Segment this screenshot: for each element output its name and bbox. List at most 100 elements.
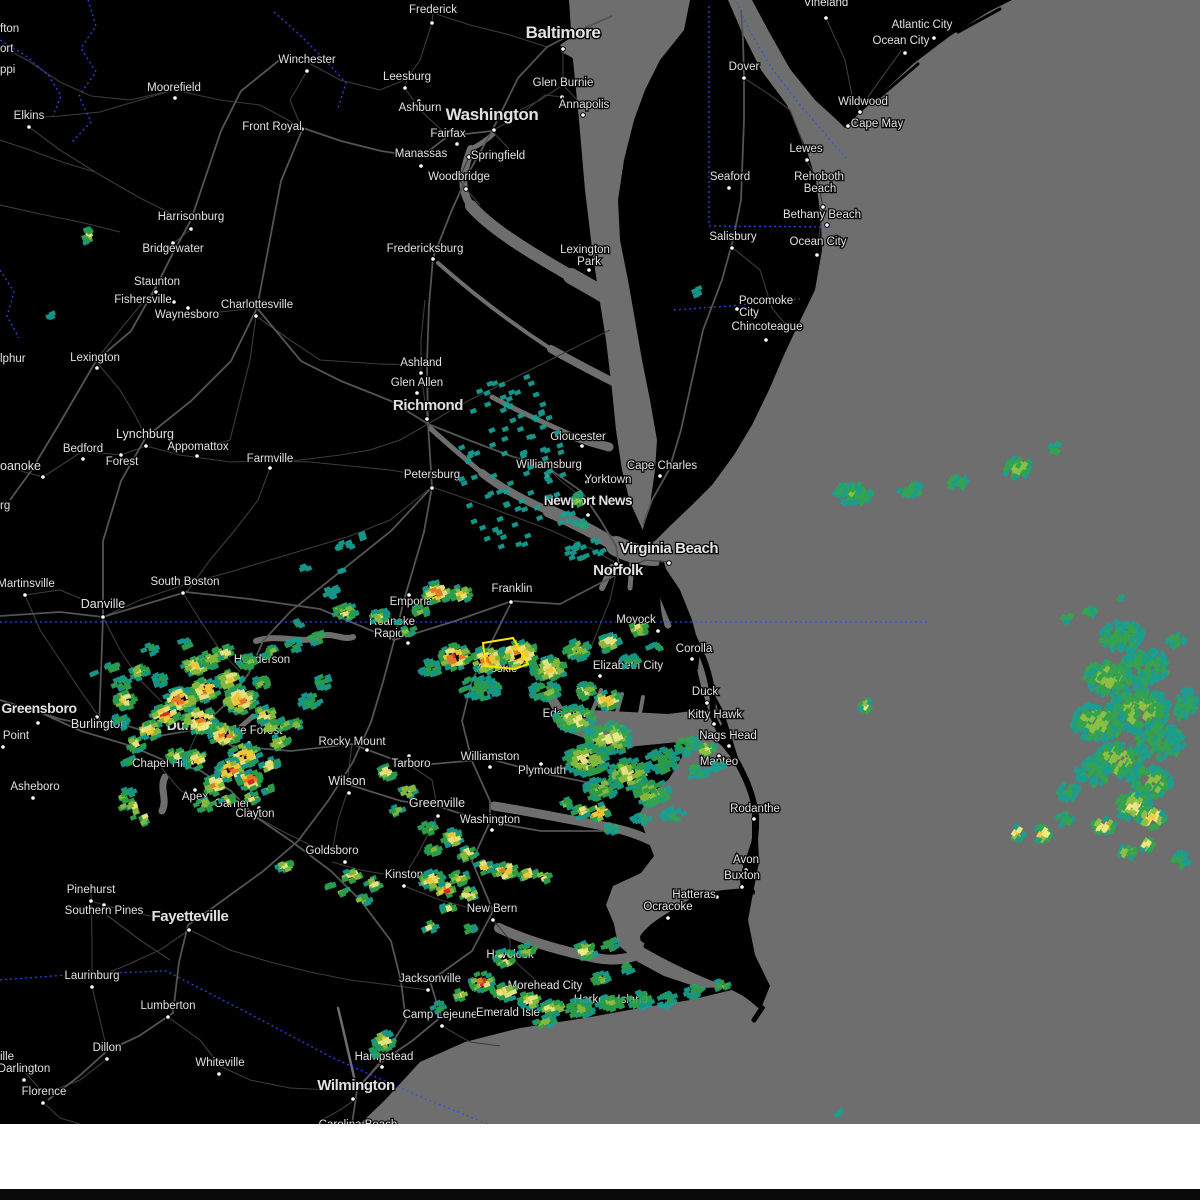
radar-cell <box>620 731 629 738</box>
city-dot <box>153 289 159 295</box>
radar-cell <box>466 452 474 460</box>
highway <box>47 46 548 1101</box>
highway <box>427 423 620 566</box>
city-dot <box>466 154 472 160</box>
road <box>173 89 304 129</box>
barrier-island <box>640 889 755 940</box>
city-label: Glen Burnie <box>533 77 594 89</box>
city-label: ppi <box>0 64 15 76</box>
city-dot <box>439 1023 445 1029</box>
radar-cell <box>235 659 243 666</box>
radar-cell <box>606 725 614 732</box>
radar-cell <box>554 691 562 699</box>
radar-cell <box>190 668 198 676</box>
radar-cell <box>311 630 319 638</box>
radar-cell <box>582 707 590 714</box>
city-label: Cape May <box>851 118 904 130</box>
city-label: Petersburg <box>404 469 460 481</box>
radar-cell <box>695 285 703 292</box>
city-label: Darlington <box>0 1063 50 1075</box>
city-dot <box>188 226 194 232</box>
river <box>599 564 615 591</box>
radar-cell <box>444 647 453 655</box>
radar-cell <box>609 748 617 756</box>
city-dot <box>405 640 411 646</box>
radar-cell <box>501 425 509 433</box>
barrier-island <box>874 62 920 102</box>
radar-cell <box>456 659 464 667</box>
radar-cell <box>541 455 549 462</box>
radar-cell <box>620 765 628 773</box>
radar-cell <box>488 677 497 685</box>
city-dot <box>931 35 937 41</box>
city-dot <box>491 127 497 133</box>
radar-cell <box>584 736 592 743</box>
radar-cell <box>641 627 649 635</box>
radar-cell <box>496 515 504 523</box>
radar-cell <box>557 519 565 527</box>
radar-cell <box>333 608 341 615</box>
city-dot <box>560 46 566 52</box>
radar-cell <box>569 549 578 556</box>
radar-cell <box>498 645 507 653</box>
road <box>94 359 147 438</box>
city-label: Manassas <box>395 148 448 160</box>
radar-cell <box>520 449 528 456</box>
radar-cell <box>292 618 300 625</box>
radar-cell <box>533 504 541 511</box>
radar-cell <box>527 651 535 658</box>
road <box>0 44 175 101</box>
city-label: Hatteras <box>672 889 716 901</box>
city-dot <box>734 306 740 312</box>
radar-cell <box>581 758 589 765</box>
state-border <box>0 39 62 117</box>
radar-cell <box>574 653 582 660</box>
city-label: Staunton <box>134 276 180 288</box>
highway <box>256 307 429 425</box>
city-label: Laurinburg <box>65 970 120 982</box>
radar-cell <box>458 444 466 451</box>
radar-cell <box>460 592 468 600</box>
city-dot <box>89 984 95 990</box>
city-label: Fayetteville <box>152 908 229 925</box>
city-label: Kinston <box>385 869 423 881</box>
radar-cell <box>606 767 614 775</box>
city-label: Corolla <box>676 643 713 655</box>
radar-cell <box>251 675 260 683</box>
river <box>436 261 553 351</box>
city-label: rg <box>0 500 10 512</box>
road <box>519 84 564 111</box>
highway <box>230 743 613 790</box>
road <box>306 61 408 91</box>
city-dot <box>430 256 436 262</box>
city-label: Dillon <box>93 1042 122 1054</box>
weather-radar-map[interactable]: Frederick Baltimore Winchester Leesburg Glen… <box>0 0 1200 1124</box>
road <box>589 572 617 651</box>
road <box>321 1098 357 1121</box>
radar-cell <box>665 788 674 795</box>
radar-cell <box>422 605 430 613</box>
radar-cell <box>585 712 593 719</box>
city-dot <box>180 590 186 596</box>
state-border <box>736 1 848 160</box>
highway <box>98 127 304 728</box>
radar-cell <box>606 700 615 707</box>
highway <box>642 239 734 526</box>
land-mass <box>618 0 822 546</box>
road <box>182 592 241 673</box>
city-label: Richmond <box>393 397 463 414</box>
road <box>0 139 96 173</box>
radar-cell <box>448 592 456 600</box>
radar-cell <box>605 720 614 727</box>
radar-cell <box>246 664 255 671</box>
radar-cell <box>558 661 566 669</box>
city-dot <box>508 599 514 605</box>
city-label: Virginia Beach <box>620 540 719 557</box>
city-label: Elizabeth City <box>593 660 664 672</box>
city-dot <box>665 915 671 921</box>
radar-cell <box>469 686 478 693</box>
radar-cell <box>578 718 586 726</box>
radar-cell <box>521 540 529 548</box>
radar-cell <box>578 517 586 525</box>
radar-cell <box>500 450 509 457</box>
